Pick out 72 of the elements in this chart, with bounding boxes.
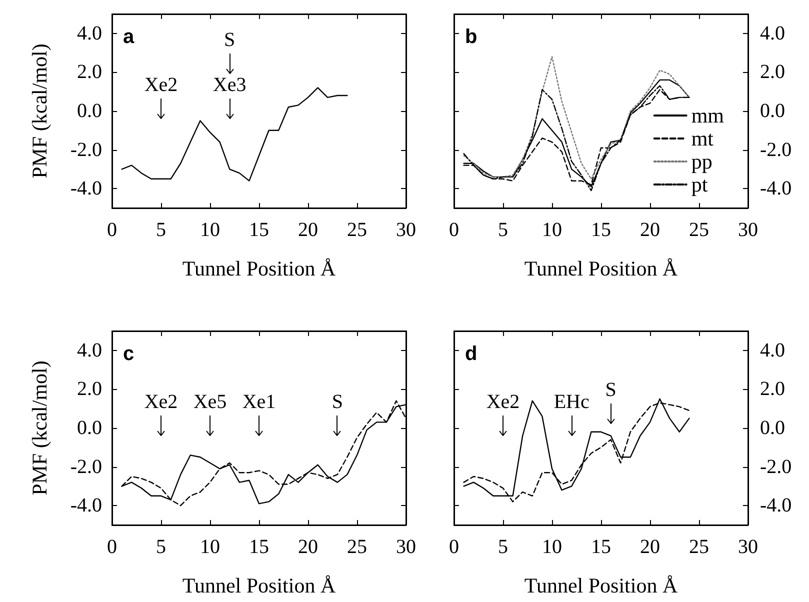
x-tick-label: 15 [249,536,269,558]
y-tick-label: 2.0 [77,378,102,400]
annotation: Xe1 [242,391,276,413]
y-tick-label: 0.0 [760,417,785,439]
y-tick-label: 0.0 [77,100,102,122]
y-tick-label: -2.0 [70,138,102,161]
annotation: Xe2 [144,391,178,413]
x-tick-label: 25 [689,536,709,558]
annotation: Xe5 [193,391,227,413]
y-tick-label: 0.0 [77,417,102,439]
x-tick-label: 10 [542,219,562,241]
x-axis-title: Tunnel Position Å [524,574,678,598]
y-tick-label: -2.0 [70,456,102,478]
y-tick-label: 2.0 [760,378,785,400]
y-tick-label: -4.0 [760,494,792,517]
y-tick-label: -2.0 [760,138,792,161]
y-tick-label: -2.0 [760,456,792,478]
legend-label: mm [691,104,724,128]
x-tick-label: 10 [200,536,220,558]
x-tick-label: 25 [347,536,367,558]
annotation: Xe2 [144,74,178,96]
y-tick-label: 0.0 [760,100,785,122]
x-tick-label: 5 [498,219,508,241]
y-tick-label: 4.0 [760,22,785,44]
x-tick-label: 30 [738,536,758,558]
legend-label: mt [691,126,714,150]
y-axis-title: PMF (kcal/mol) [28,44,52,178]
y-tick-label: 4.0 [77,339,102,362]
x-tick-label: 0 [449,536,459,558]
x-tick-label: 15 [591,219,611,241]
y-tick-label: 2.0 [77,61,102,84]
x-tick-label: 5 [156,536,166,558]
annotation: S [605,378,616,401]
y-tick-label: -4.0 [70,494,102,517]
text: b [465,26,478,48]
x-tick-label: 10 [542,536,562,558]
y-tick-label: 4.0 [760,339,785,362]
x-tick-label: 0 [107,219,117,241]
x-axis-title: Tunnel Position Å [182,256,336,280]
x-tick-label: 20 [640,536,660,558]
annotation: S [224,29,236,51]
x-tick-label: 30 [738,219,758,241]
annotation: Xe3 [212,74,246,96]
text: d [465,343,478,365]
x-tick-label: 0 [107,536,117,558]
x-tick-label: 5 [498,536,508,558]
x-tick-label: 20 [640,219,660,241]
x-tick-label: 25 [347,219,367,241]
y-tick-label: -4.0 [70,178,102,200]
x-tick-label: 25 [689,219,709,241]
x-tick-label: 15 [249,219,269,241]
y-axis-title: PMF (kcal/mol) [28,360,52,496]
annotation: S [332,391,343,413]
y-tick-label: 2.0 [760,61,785,84]
y-tick-label: 4.0 [77,22,102,44]
x-tick-label: 30 [396,219,416,241]
annotation: EHc [554,391,590,413]
x-tick-label: 15 [591,536,611,558]
x-tick-label: 30 [396,536,416,558]
legend-label: pp [691,150,712,174]
x-tick-label: 20 [298,536,318,558]
x-tick-label: 5 [156,219,166,241]
annotation: Xe2 [486,391,520,413]
legend-label: pt [691,172,708,196]
x-tick-label: 10 [200,219,220,241]
x-tick-label: 0 [449,219,459,241]
x-axis-title: Tunnel Position Å [182,574,336,598]
x-tick-label: 20 [298,219,318,241]
text: c [123,343,134,365]
x-axis-title: Tunnel Position Å [524,256,678,280]
y-tick-label: -4.0 [760,178,792,200]
text: a [123,26,135,48]
